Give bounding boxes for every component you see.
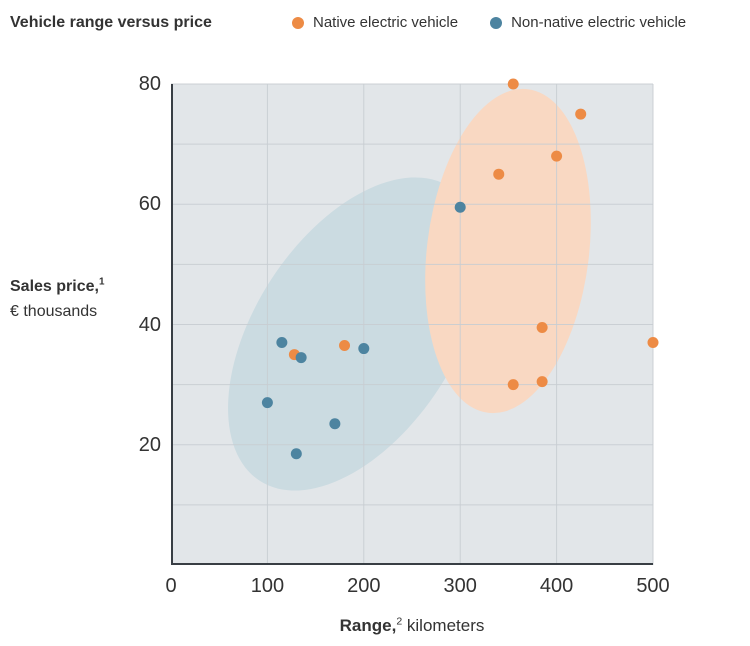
y-axis-title: Sales price,1 € thousands [10, 274, 104, 324]
scatter-point-nonnative [290, 448, 302, 460]
y-tick-label: 20 [138, 433, 161, 456]
scatter-point-nonnative [454, 201, 466, 213]
legend-dot-native-icon [292, 16, 304, 29]
x-axis-title: Range,2 kilometers [171, 616, 653, 636]
x-tick-label: 100 [250, 575, 285, 597]
y-axis-title-main: Sales price,1 [10, 276, 105, 295]
scatter-point-nonnative [295, 352, 307, 364]
legend-label-native: Native electric vehicle [313, 14, 459, 31]
plot-area [171, 78, 659, 565]
cluster-ellipse-native [425, 88, 591, 414]
scatter-point-native [647, 337, 659, 349]
scatter-point-nonnative [261, 397, 273, 409]
y-tick-label: 60 [138, 193, 161, 216]
legend-item-native: Native electric vehicle [292, 14, 458, 31]
x-tick-label: 500 [636, 575, 670, 597]
scatter-point-native [575, 108, 587, 120]
scatter-plot [171, 78, 659, 565]
x-tick-label: 400 [539, 575, 574, 597]
x-tick-label: 0 [165, 575, 177, 597]
footnote-ref-2: 2 [396, 615, 403, 628]
scatter-point-native [507, 379, 519, 391]
legend-item-nonnative: Non-native electric vehicle [490, 14, 686, 31]
chart-title: Vehicle range versus price [10, 14, 212, 31]
x-axis-title-unit: kilometers [402, 616, 485, 635]
scatter-point-native [493, 168, 505, 180]
scatter-point-nonnative [358, 343, 370, 355]
legend: Native electric vehicle Non-native elect… [292, 14, 686, 31]
scatter-point-native [551, 150, 563, 162]
x-tick-label: 300 [443, 575, 477, 597]
scatter-point-native [339, 340, 351, 352]
y-tick-label: 80 [138, 73, 161, 95]
scatter-point-native [536, 376, 548, 388]
cluster-ellipse-non-native [228, 177, 482, 491]
legend-dot-nonnative-icon [490, 16, 503, 29]
y-axis-title-unit: € thousands [10, 303, 98, 320]
scatter-point-nonnative [276, 337, 288, 349]
x-tick-label: 200 [347, 575, 381, 597]
scatter-point-native [507, 78, 519, 90]
footnote-ref-1: 1 [98, 276, 105, 288]
scatter-point-native [536, 322, 548, 334]
y-tick-label: 40 [138, 313, 161, 336]
x-axis-title-main: Range, [339, 616, 397, 635]
scatter-point-nonnative [329, 418, 341, 430]
legend-label-nonnative: Non-native electric vehicle [511, 14, 687, 31]
